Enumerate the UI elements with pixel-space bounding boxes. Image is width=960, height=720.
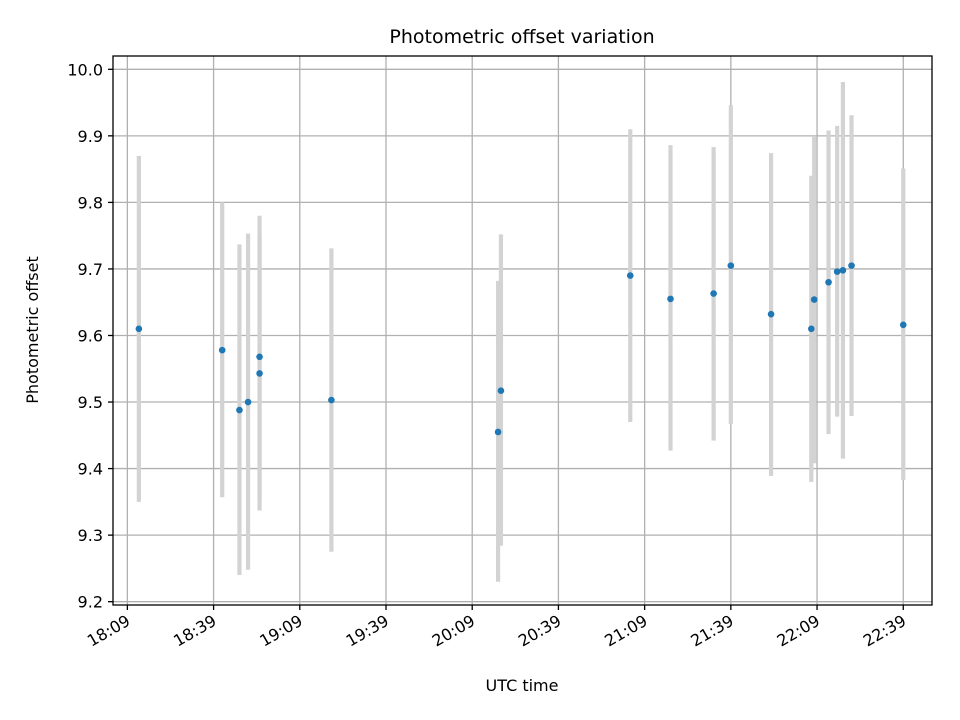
data-point: [135, 325, 143, 333]
x-tick-label: 20:09: [429, 611, 478, 651]
data-point: [256, 353, 263, 361]
plot-frame: [112, 55, 933, 606]
x-axis-label: UTC time: [486, 676, 559, 695]
data-point: [236, 406, 243, 414]
x-tick-label: 20:39: [515, 611, 564, 651]
x-tick-label: 18:09: [84, 611, 133, 651]
x-tick-label: 22:09: [774, 611, 823, 651]
y-tick-label: 9.3: [78, 526, 103, 545]
data-point: [767, 310, 775, 318]
chart-title: Photometric offset variation: [389, 26, 654, 48]
data-points: [135, 262, 907, 436]
y-tick-label: 9.6: [78, 326, 103, 345]
y-tick-label: 9.8: [78, 193, 103, 212]
y-tick-label: 9.2: [78, 593, 103, 612]
data-point: [328, 396, 335, 404]
x-tick-label: 21:09: [601, 611, 650, 651]
y-tick-label: 9.9: [78, 127, 103, 146]
data-point: [839, 266, 847, 274]
data-point: [848, 262, 855, 269]
error-bars: [136, 81, 906, 582]
data-point: [727, 262, 735, 269]
x-tick-label: 19:09: [256, 611, 305, 651]
x-tick-label: 22:39: [860, 611, 909, 651]
x-tick-label: 19:39: [343, 611, 392, 651]
x-axis-ticks: 18:09 18:39 19:09 19:39 20:09 20:39 21:09 21:39…: [84, 605, 909, 651]
y-axis-ticks: 9.2 9.3 9.4 9.5 9.6 9.7 9.8 9.9 10.0: [67, 60, 113, 612]
y-axis-label: Photometric offset: [23, 256, 42, 404]
data-point: [833, 268, 841, 275]
data-point: [626, 272, 634, 279]
data-point: [244, 398, 252, 406]
data-point: [810, 296, 818, 303]
data-point: [218, 346, 226, 354]
data-point: [494, 428, 502, 436]
data-point: [825, 278, 832, 286]
y-tick-label: 9.7: [78, 260, 103, 279]
x-tick-label: 21:39: [687, 611, 736, 651]
data-point: [808, 325, 815, 333]
x-tick-label: 18:39: [170, 611, 219, 651]
y-tick-label: 10.0: [67, 60, 103, 79]
y-tick-label: 9.4: [78, 460, 103, 479]
data-point: [899, 321, 907, 329]
data-point: [256, 370, 263, 377]
data-point: [497, 387, 505, 395]
data-point: [710, 290, 717, 297]
data-point: [667, 295, 674, 303]
y-tick-label: 9.5: [78, 393, 103, 412]
